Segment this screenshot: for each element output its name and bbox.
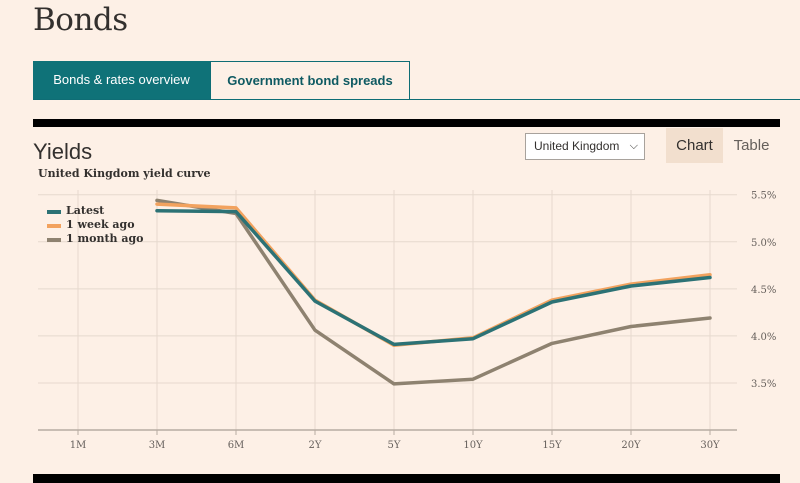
y-tick-label: 3.5% — [751, 379, 776, 390]
x-tick-label: 10Y — [463, 440, 483, 451]
page-title: Bonds — [33, 2, 128, 38]
section-divider-top — [33, 119, 780, 127]
series-line-latest — [155, 208, 712, 347]
legend-label-1-month-ago: 1 month ago — [66, 232, 144, 245]
section-title: Yields — [33, 139, 93, 164]
section-divider-bottom — [33, 474, 780, 483]
x-tick-label: 6M — [228, 440, 245, 451]
table-view-button[interactable]: Table — [733, 137, 770, 154]
x-tick-label: 5Y — [388, 440, 401, 451]
legend-label-1-week-ago: 1 week ago — [66, 218, 135, 231]
legend-swatch-1-month-ago — [47, 238, 61, 242]
series-line-1-week-ago — [155, 202, 712, 348]
y-tick-label: 5.0% — [751, 238, 776, 249]
chevron-down-icon: ⌵ — [629, 140, 638, 152]
x-tick-label: 20Y — [621, 440, 641, 451]
legend-swatch-latest — [47, 210, 61, 214]
y-tick-label: 4.5% — [751, 285, 776, 296]
y-tick-label: 4.0% — [751, 332, 776, 343]
tab-underline — [33, 99, 800, 100]
x-tick-label: 1M — [70, 440, 87, 451]
x-tick-label: 30Y — [700, 440, 720, 451]
country-select-value: United Kingdom — [534, 139, 620, 153]
tab-bonds-rates-overview[interactable]: Bonds & rates overview — [33, 61, 210, 99]
legend-swatch-1-week-ago — [47, 224, 61, 228]
chart-view-button[interactable]: Chart — [666, 128, 723, 163]
legend-label-latest: Latest — [66, 204, 105, 217]
x-tick-label: 15Y — [542, 440, 562, 451]
tab-government-bond-spreads[interactable]: Government bond spreads — [210, 61, 410, 100]
y-tick-label: 5.5% — [751, 191, 776, 202]
series-line-1-month-ago — [155, 198, 712, 386]
tab-bar: Bonds & rates overview Government bond s… — [33, 61, 800, 100]
x-tick-label: 2Y — [309, 440, 322, 451]
country-select[interactable]: United Kingdom ⌵ — [525, 133, 645, 160]
chart-title: United Kingdom yield curve — [38, 167, 211, 180]
x-tick-label: 3M — [149, 440, 166, 451]
